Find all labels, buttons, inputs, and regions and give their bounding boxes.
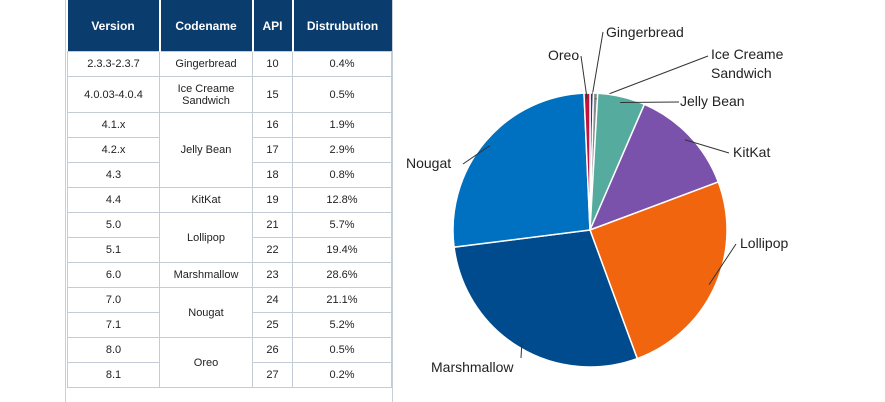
version-cell: 5.1 [67, 237, 160, 263]
header-distribution: Distrubution [292, 0, 392, 52]
distribution-cell: 0.4% [292, 51, 392, 77]
api-cell: 25 [252, 312, 293, 338]
pie-chart: Gingerbread Ice Creame Sandwich Jelly Bean K… [406, 24, 788, 375]
leader-line-kitkat [684, 139, 730, 154]
pie-slice-marshmallow [453, 229, 639, 368]
version-cell: 4.2.x [67, 137, 160, 163]
distribution-cell: 0.5% [292, 337, 392, 363]
codename-cell: Oreo [159, 337, 253, 388]
pie-slice-lollipop [589, 181, 728, 360]
pie-label-nougat: Nougat [406, 155, 451, 171]
api-cell: 18 [252, 162, 293, 188]
pie-label-gingerbread: Gingerbread [606, 24, 684, 40]
table-row: 4.2.x 17 2.9% [67, 137, 392, 163]
pie-label-marshmallow: Marshmallow [431, 359, 514, 375]
version-cell: 2.3.3-2.3.7 [67, 51, 160, 77]
table-row: 4.0.03-4.0.4 Ice Creame Sandwich 15 0.5% [67, 76, 392, 113]
codename-cell: Gingerbread [159, 51, 253, 77]
table-row: 4.4 KitKat 19 12.8% [67, 187, 392, 213]
leader-line-oreo [580, 55, 588, 100]
header-version: Version [67, 0, 161, 52]
leader-line-lollipop [708, 243, 737, 285]
distribution-cell: 21.1% [292, 287, 392, 313]
version-cell: 4.1.x [67, 112, 160, 138]
version-cell: 6.0 [67, 262, 160, 288]
table-row: 4.1.x Jelly Bean 16 1.9% [67, 112, 392, 188]
table-row: 4.3 18 0.8% [67, 162, 392, 188]
codename-cell: KitKat [159, 187, 253, 213]
api-cell: 16 [252, 112, 293, 138]
table-row: 6.0 Marshmallow 23 28.6% [67, 262, 392, 288]
leader-line-nougat [462, 145, 491, 165]
table-header-row: Version Codename API Distrubution [67, 0, 392, 52]
version-cell: 4.3 [67, 162, 160, 188]
table-row: 5.0 Lollipop 21 5.7% [67, 212, 392, 263]
distribution-cell: 5.7% [292, 212, 392, 238]
leader-line-ice-creame-sandwich [595, 55, 709, 100]
version-cell: 4.4 [67, 187, 160, 213]
version-cell: 7.1 [67, 312, 160, 338]
distribution-cell: 5.2% [292, 312, 392, 338]
version-cell: 5.0 [67, 212, 160, 238]
pie-label-kitkat: KitKat [733, 144, 770, 160]
pie-label-lollipop: Lollipop [740, 235, 788, 251]
table-row: 8.0 Oreo 26 0.5% [67, 337, 392, 388]
table-row: 2.3.3-2.3.7 Gingerbread 10 0.4% [67, 51, 392, 77]
pie-slice-nougat [452, 92, 591, 249]
api-cell: 27 [252, 362, 293, 388]
api-cell: 21 [252, 212, 293, 238]
distribution-table-panel: Version Codename API Distrubution 2.3.3-… [65, 0, 393, 402]
distribution-table: Version Codename API Distrubution 2.3.3-… [67, 0, 392, 388]
codename-cell: Jelly Bean [159, 112, 253, 188]
distribution-cell: 19.4% [292, 237, 392, 263]
api-cell: 10 [252, 51, 293, 77]
leader-line-marshmallow [520, 341, 523, 359]
header-api: API [252, 0, 294, 52]
pie-chart-panel: Gingerbread Ice Creame Sandwich Jelly Bean K… [393, 0, 885, 402]
table-row: 7.1 25 5.2% [67, 312, 392, 338]
table-row: 8.1 27 0.2% [67, 362, 392, 388]
distribution-cell: 0.5% [292, 76, 392, 113]
table-row: 7.0 Nougat 24 21.1% [67, 287, 392, 338]
distribution-cell: 12.8% [292, 187, 392, 213]
distribution-cell: 2.9% [292, 137, 392, 163]
distribution-cell: 28.6% [292, 262, 392, 288]
table-row: 5.1 22 19.4% [67, 237, 392, 263]
pie-label-ice-creame-sandwich: Ice Creame Sandwich [711, 46, 784, 81]
codename-cell: Marshmallow [159, 262, 253, 288]
pie-label-oreo: Oreo [548, 47, 579, 63]
api-cell: 24 [252, 287, 293, 313]
pie-label-jelly-bean: Jelly Bean [680, 93, 745, 109]
header-codename: Codename [159, 0, 254, 52]
version-cell: 8.1 [67, 362, 160, 388]
distribution-cell: 0.2% [292, 362, 392, 388]
codename-cell: Nougat [159, 287, 253, 338]
api-cell: 23 [252, 262, 293, 288]
api-cell: 26 [252, 337, 293, 363]
api-cell: 22 [252, 237, 293, 263]
api-cell: 19 [252, 187, 293, 213]
api-cell: 15 [252, 76, 293, 113]
distribution-cell: 0.8% [292, 162, 392, 188]
api-cell: 17 [252, 137, 293, 163]
pie-slice-oreo [583, 92, 591, 231]
version-cell: 4.0.03-4.0.4 [67, 76, 160, 113]
version-cell: 7.0 [67, 287, 160, 313]
distribution-cell: 1.9% [292, 112, 392, 138]
leader-line-jelly-bean [620, 101, 680, 104]
pie-slice-kitkat [588, 103, 720, 232]
leader-line-gingerbread [591, 31, 604, 100]
version-cell: 8.0 [67, 337, 160, 363]
codename-cell: Ice Creame Sandwich [159, 76, 253, 113]
codename-cell: Lollipop [159, 212, 253, 263]
